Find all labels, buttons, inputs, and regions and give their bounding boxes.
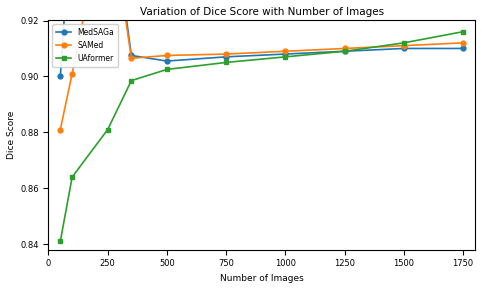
SAMed <box>460 41 466 45</box>
Line: SAMed: SAMed <box>58 0 466 132</box>
UAformer <box>342 50 348 53</box>
Title: Variation of Dice Score with Number of Images: Variation of Dice Score with Number of I… <box>140 7 384 17</box>
MedSAGa <box>129 54 134 57</box>
SAMed <box>342 47 348 50</box>
SAMed <box>401 44 407 47</box>
UAformer <box>164 68 170 71</box>
SAMed <box>223 52 229 56</box>
MedSAGa <box>223 55 229 59</box>
Legend: MedSAGa, SAMed, UAformer: MedSAGa, SAMed, UAformer <box>52 24 118 67</box>
UAformer <box>401 41 407 45</box>
UAformer <box>129 79 134 82</box>
UAformer <box>105 128 110 131</box>
UAformer <box>223 61 229 64</box>
SAMed <box>129 57 134 60</box>
MedSAGa <box>282 52 288 56</box>
Line: MedSAGa: MedSAGa <box>58 0 466 79</box>
MedSAGa <box>57 75 63 78</box>
SAMed <box>69 72 75 75</box>
SAMed <box>57 128 63 131</box>
Y-axis label: Dice Score: Dice Score <box>7 111 16 159</box>
MedSAGa <box>164 59 170 63</box>
MedSAGa <box>401 47 407 50</box>
SAMed <box>282 50 288 53</box>
SAMed <box>164 54 170 57</box>
X-axis label: Number of Images: Number of Images <box>220 274 304 283</box>
MedSAGa <box>460 47 466 50</box>
UAformer <box>57 240 63 243</box>
UAformer <box>460 30 466 33</box>
Line: UAformer: UAformer <box>58 29 466 244</box>
MedSAGa <box>342 50 348 53</box>
UAformer <box>69 175 75 179</box>
UAformer <box>282 55 288 59</box>
